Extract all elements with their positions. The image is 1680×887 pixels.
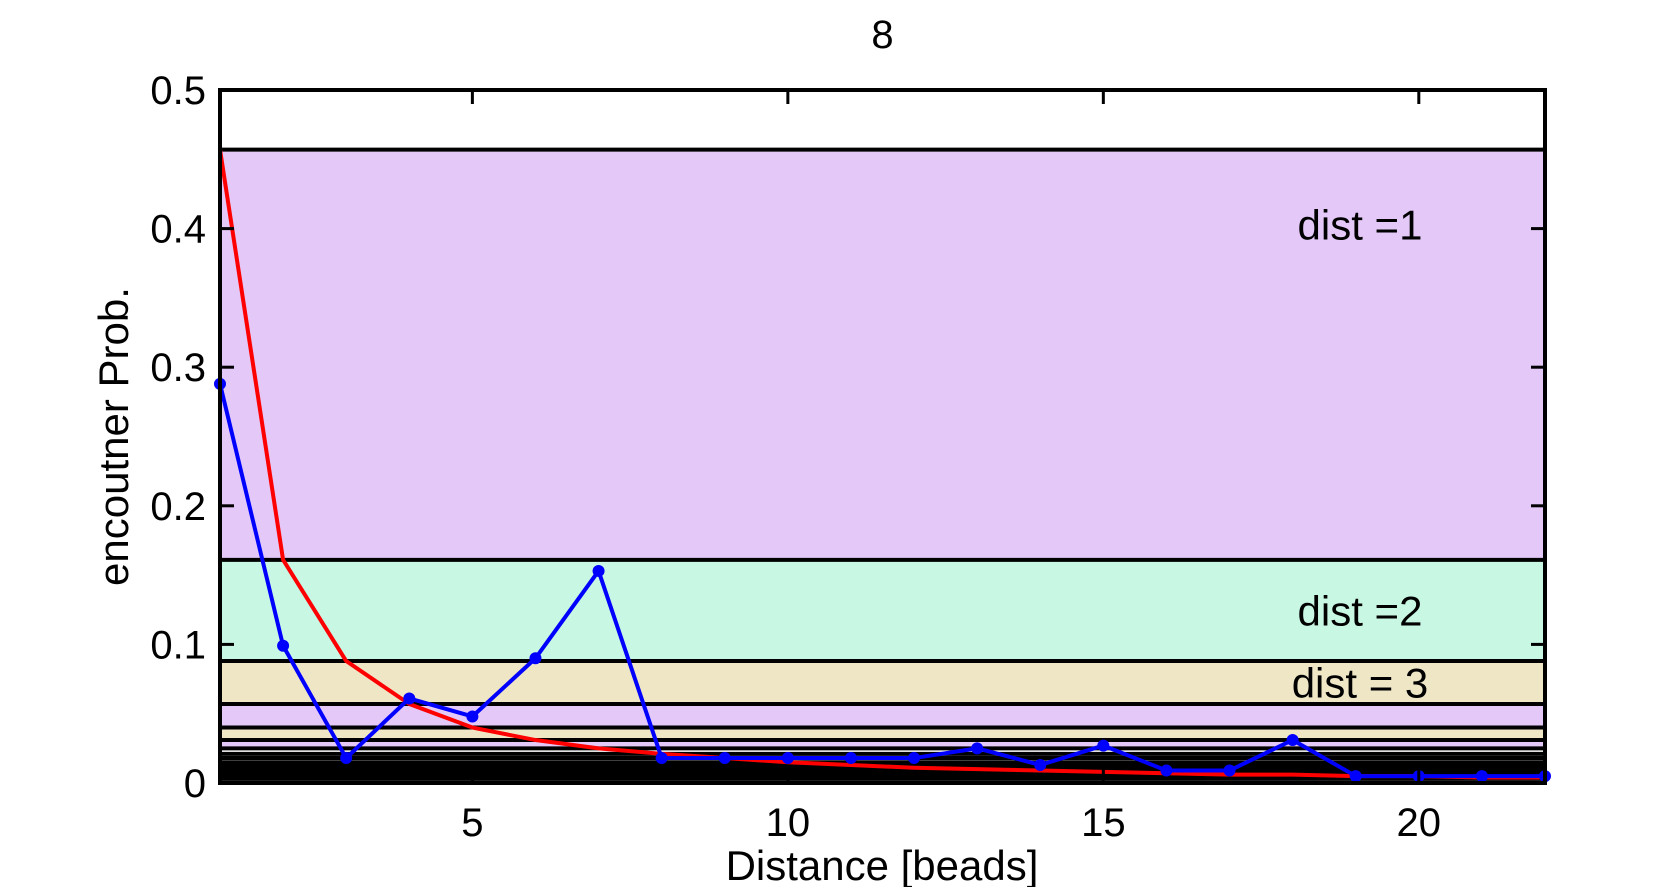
band-label-1: dist =1 <box>1298 202 1423 249</box>
y-axis-label: encoutner Prob. <box>90 287 137 586</box>
x-tick-label: 20 <box>1397 801 1442 845</box>
series-2-point <box>1034 758 1047 771</box>
x-tick-label: 15 <box>1081 801 1126 845</box>
band-boundaries <box>220 147 1545 781</box>
y-tick-label: 0.1 <box>150 623 206 667</box>
band-labels: dist =1 dist =2 dist = 3 <box>1292 202 1429 707</box>
series-2-point <box>1223 764 1236 777</box>
y-tick-label: 0.2 <box>150 485 206 529</box>
band-4 <box>220 703 1545 728</box>
series-2-point <box>403 692 416 705</box>
series-1-line <box>218 149 1545 780</box>
series-2-point <box>592 564 605 577</box>
series-2-point <box>971 742 984 755</box>
axes <box>218 88 1547 785</box>
series-2-point <box>1286 734 1299 747</box>
series-2-point <box>718 752 731 765</box>
band-label-2: dist =2 <box>1298 587 1423 634</box>
bands-layer <box>220 149 1545 749</box>
y-tick-label: 0.4 <box>150 208 206 252</box>
chart-title: 8 <box>871 13 893 57</box>
x-tick-label: 5 <box>461 801 483 845</box>
ticks: 5 10 15 20 0 0.1 0.2 0.3 0.4 0.5 <box>150 69 1545 845</box>
x-tick-label: 10 <box>766 801 811 845</box>
y-tick-label: 0 <box>184 762 206 806</box>
series-2-point <box>340 752 353 765</box>
band-1 <box>220 149 1545 560</box>
series-2-point <box>908 752 921 765</box>
band-2 <box>220 559 1545 662</box>
series-2-line <box>218 383 1545 779</box>
series-2-point <box>466 710 479 723</box>
series-2-point <box>1160 764 1173 777</box>
series-layer <box>214 149 1551 783</box>
band-6 <box>220 740 1545 749</box>
band-5 <box>220 727 1545 741</box>
series-2-point <box>1349 770 1362 783</box>
series-2-point <box>1475 770 1488 783</box>
band-label-3: dist = 3 <box>1292 660 1429 707</box>
series-2-point <box>655 752 668 765</box>
series-2-point <box>781 752 794 765</box>
y-tick-label: 0.3 <box>150 346 206 390</box>
series-2-point <box>277 639 290 652</box>
plot-frame <box>218 88 1547 785</box>
band-3 <box>220 661 1545 704</box>
series-2-point <box>1097 739 1110 752</box>
series-2-point <box>529 652 542 665</box>
y-tick-label: 0.5 <box>150 69 206 113</box>
x-axis-label: Distance [beads] <box>726 842 1039 887</box>
series-2-point <box>844 752 857 765</box>
